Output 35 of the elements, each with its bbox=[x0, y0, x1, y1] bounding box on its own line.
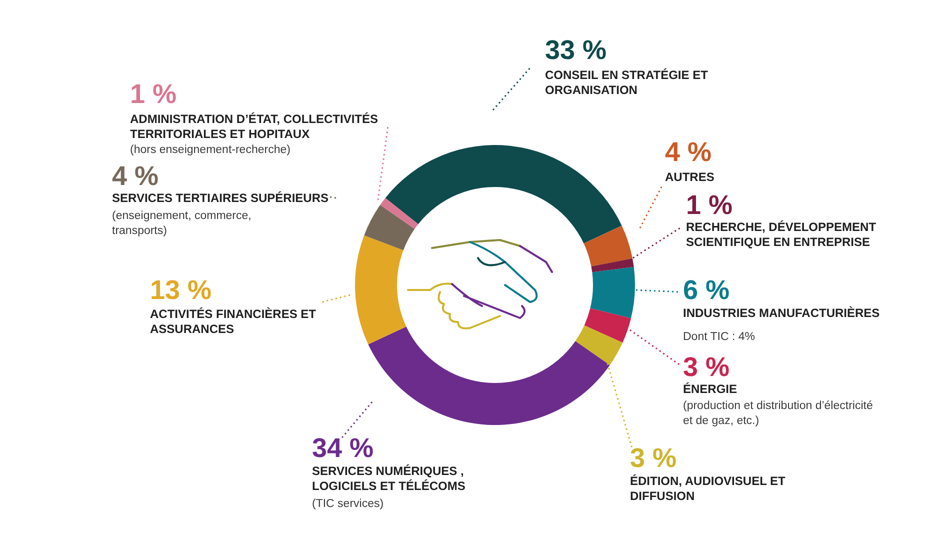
data-label: 3 % bbox=[630, 443, 677, 473]
donut-slice bbox=[368, 326, 610, 425]
donut-slice bbox=[590, 266, 635, 318]
data-label: 1 % bbox=[686, 190, 733, 220]
slice-label: CONSEIL EN STRATÉGIE ET ORGANISATION bbox=[545, 68, 709, 97]
text: (enseignement, commerce, transports) bbox=[112, 210, 252, 237]
donut-slice bbox=[355, 235, 406, 344]
slice-label: ÉDITION, AUDIOVISUEL ET DIFFUSION bbox=[630, 474, 786, 503]
legend-label: SERVICES TERTIAIRES SUPÉRIEURS bbox=[112, 191, 328, 205]
donut-slice bbox=[364, 204, 415, 250]
slice-label: SERVICES NUMÉRIQUES , LOGICIELS ET TÉLÉCOMS bbox=[312, 464, 466, 493]
data-label: 4 % bbox=[112, 161, 159, 191]
slice-label: ACTIVITÉS FINANCIÈRES ET ASSURANCES bbox=[150, 307, 317, 336]
text: (production et distribution d’électricité et de gaz, etc.) bbox=[683, 400, 873, 427]
slice-label: ÉNERGIE bbox=[683, 382, 738, 396]
data-label: 13 % bbox=[150, 275, 212, 305]
slice-label: AUTRES bbox=[665, 170, 714, 184]
data-label: 33 % bbox=[545, 35, 607, 65]
text: (TIC services) bbox=[312, 498, 384, 510]
donut-slice bbox=[584, 308, 631, 343]
text: Dont TIC : 4% bbox=[683, 331, 756, 343]
slice-label: RECHERCHE, DÉVELOPPEMENT SCIENTIFIQUE EN ENTREPRISE bbox=[686, 220, 877, 249]
text: (hors enseignement-recherche) bbox=[130, 144, 291, 156]
donut-slice bbox=[575, 325, 623, 366]
data-label: 1 % bbox=[130, 79, 177, 109]
donut-slice bbox=[380, 198, 418, 229]
data-label: 4 % bbox=[665, 137, 712, 167]
data-label: 34 % bbox=[312, 433, 374, 463]
slice-label: ADMINISTRATION D’ÉTAT, COLLECTIVITÉS TERRITORIALES ET HOPITAUX bbox=[130, 112, 378, 141]
donut-slice bbox=[385, 145, 622, 244]
data-label: 3 % bbox=[683, 352, 730, 382]
donut-slice bbox=[591, 258, 634, 272]
donut-slice bbox=[584, 226, 632, 266]
data-label: 6 % bbox=[683, 275, 730, 305]
slice-label: INDUSTRIES MANUFACTURIÈRES bbox=[683, 306, 880, 320]
